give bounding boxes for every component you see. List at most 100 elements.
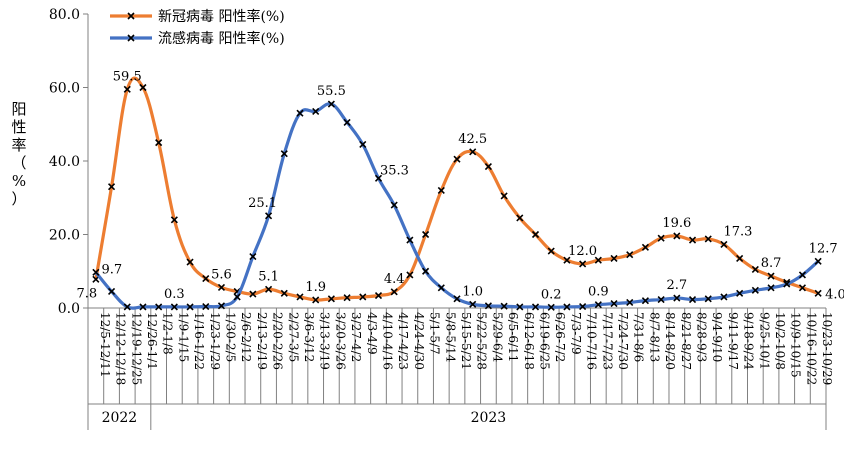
x-tick-label: 6/5-6/11 [506, 312, 520, 362]
x-tick-label: 8/7-8/13 [647, 312, 661, 362]
covid-point [626, 251, 634, 259]
x-tick-label: 1/23-1/29 [208, 312, 222, 370]
flu-data-label: 35.3 [380, 163, 409, 178]
x-tick-label: 5/1-5/7 [428, 312, 442, 355]
x-tick-label: 4/3-4/9 [365, 312, 379, 355]
x-tick-label: 9/25-10/1 [757, 312, 771, 370]
flu-data-label: 1.0 [462, 284, 483, 299]
flu-point [186, 303, 194, 311]
legend-covid-label: 新冠病毒 阳性率(%) [158, 8, 285, 25]
x-tick-label: 10/16-10/22 [804, 312, 818, 385]
flu-point [484, 302, 492, 310]
flu-point [704, 295, 712, 303]
x-tick-label: 2/13-2/19 [255, 312, 269, 370]
flu-point [374, 174, 383, 182]
x-tick-label: 7/17-7/23 [600, 312, 614, 370]
flu-point [657, 295, 665, 304]
flu-point [359, 140, 367, 149]
covid-point [531, 230, 540, 239]
covid-point [594, 256, 602, 264]
x-tick-label: 2/27-3/5 [286, 312, 300, 362]
x-tick-label: 1/2-1/8 [161, 312, 175, 355]
flu-data-label: 0.3 [164, 287, 185, 302]
covid-point [107, 183, 116, 191]
x-tick-label: 6/12-6/18 [522, 312, 536, 370]
flu-point [155, 303, 163, 311]
covid-point [249, 290, 257, 298]
covid-point [359, 293, 367, 301]
covid-point [170, 216, 178, 224]
covid-series-line [94, 76, 819, 302]
covid-point [610, 254, 618, 262]
flu-point [563, 303, 571, 311]
flu-point [296, 109, 304, 117]
flu-point [469, 300, 477, 308]
covid-point [751, 265, 759, 273]
covid-point [296, 293, 304, 301]
flu-point [500, 302, 508, 310]
x-tick-label: 10/9-10/15 [789, 312, 803, 378]
flu-point [673, 294, 681, 302]
covid-point [139, 83, 147, 92]
covid-point [673, 232, 681, 240]
x-tick-label: 6/19-6/25 [538, 312, 552, 370]
flu-point [170, 303, 178, 311]
x-tick-label: 3/13-3/19 [318, 312, 332, 370]
flu-point [610, 300, 618, 308]
flu-point [531, 303, 540, 311]
covid-data-label: 17.3 [723, 224, 752, 239]
flu-point [736, 289, 744, 297]
x-tick-label: 10/2-10/8 [773, 312, 787, 370]
covid-point [374, 291, 383, 300]
flu-data-label: 25.1 [248, 196, 277, 211]
covid-point [657, 234, 665, 242]
flu-data-label: 9.7 [102, 262, 123, 277]
x-tick-label: 8/21-8/27 [679, 312, 693, 370]
covid-data-label: 1.9 [305, 280, 326, 295]
flu-point [217, 302, 226, 310]
flu-point [453, 295, 461, 303]
flu-point [265, 212, 273, 220]
covid-point [500, 192, 508, 200]
legend-marker [127, 34, 135, 42]
y-axis-label-char: 率 [11, 136, 27, 154]
covid-point [312, 296, 320, 304]
legend-marker [127, 12, 135, 20]
y-tick-label: 0.0 [58, 301, 80, 317]
covid-point [327, 295, 335, 303]
covid-point [186, 258, 194, 266]
year-group-label: 2023 [471, 410, 507, 426]
covid-data-label: 12.0 [568, 244, 597, 259]
y-axis-label-char: % [11, 172, 27, 190]
flu-point [547, 303, 555, 311]
covid-point [688, 236, 697, 244]
covid-point [422, 230, 430, 239]
x-tick-label: 12/5-12/11 [98, 312, 112, 378]
flu-point [406, 236, 414, 244]
flu-point [233, 293, 241, 301]
flu-point [579, 302, 587, 311]
x-tick-label: 5/8-5/14 [443, 312, 457, 363]
x-tick-label: 1/30-2/5 [223, 312, 237, 362]
y-axis-label-char: 阳 [11, 100, 27, 118]
flu-point [626, 298, 634, 307]
x-tick-label: 4/17-4/23 [396, 312, 410, 370]
x-tick-label: 7/3-7/9 [569, 312, 583, 355]
covid-point [484, 162, 492, 171]
covid-point [736, 254, 744, 262]
covid-data-label: 5.6 [211, 267, 232, 282]
flu-data-label: 0.2 [541, 287, 562, 302]
x-tick-label: 12/26-1/1 [145, 312, 159, 370]
x-tick-label: 2/6-2/12 [239, 312, 253, 362]
covid-point [641, 243, 649, 251]
year-group-label: 2022 [102, 410, 138, 426]
x-tick-label: 3/20-3/26 [333, 312, 347, 370]
flu-point [123, 303, 131, 311]
x-tick-label: 9/4-9/10 [710, 312, 724, 362]
x-tick-label: 7/10-7/16 [585, 312, 599, 370]
flu-point [751, 286, 759, 294]
flu-point [437, 284, 445, 292]
flu-point [107, 287, 116, 296]
flu-point [202, 302, 210, 311]
x-tick-label: 7/24-7/30 [616, 312, 630, 370]
